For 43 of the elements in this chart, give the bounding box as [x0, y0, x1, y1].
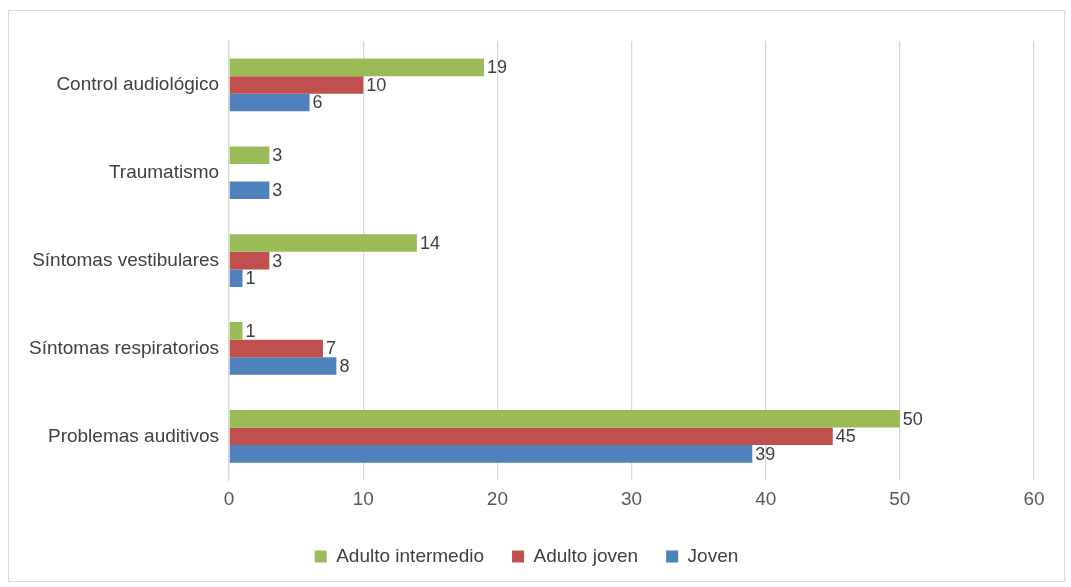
- data-label: 45: [835, 426, 856, 447]
- data-label: 1: [245, 268, 256, 289]
- bar: [229, 427, 833, 446]
- data-label: 14: [419, 233, 440, 253]
- legend-label: Adulto joven: [533, 544, 639, 566]
- bar: [229, 181, 270, 200]
- data-label: 8: [339, 355, 350, 376]
- legend-label: Adulto intermedio: [336, 544, 485, 566]
- bar: [229, 357, 337, 375]
- y-tick-label: Síntomas vestibulares: [32, 248, 220, 270]
- x-tick-label: 20: [486, 487, 508, 509]
- bar: [229, 76, 364, 94]
- legend-label: Joven: [687, 544, 739, 566]
- bar: [229, 58, 484, 77]
- bar: [229, 269, 243, 287]
- data-label: 1: [245, 320, 256, 341]
- x-tick-label: 40: [755, 487, 777, 509]
- data-label: 50: [902, 408, 923, 429]
- y-tick-label: Traumatismo: [108, 160, 220, 182]
- data-label: 19: [486, 57, 507, 78]
- y-tick-label: Síntomas respiratorios: [29, 336, 220, 358]
- data-label: 3: [272, 250, 283, 271]
- bar: [229, 251, 270, 270]
- x-tick-label: 30: [620, 487, 643, 509]
- x-tick-label: 10: [352, 487, 374, 509]
- data-label: 10: [366, 74, 387, 95]
- x-tick-label: 50: [889, 487, 911, 509]
- data-label: 39: [755, 443, 776, 464]
- y-tick-label: Problemas auditivos: [47, 424, 220, 446]
- data-label: 3: [272, 180, 283, 201]
- bar: [229, 146, 270, 164]
- bar: [229, 93, 310, 112]
- data-label: 7: [325, 338, 336, 359]
- bar: [229, 322, 243, 340]
- bar: [229, 409, 900, 428]
- data-label: 6: [312, 92, 323, 113]
- x-tick-label: 0: [223, 487, 235, 509]
- bar: [229, 339, 323, 358]
- y-tick-label: Control audiológico: [56, 73, 220, 95]
- bar: [229, 445, 753, 463]
- bar: [229, 234, 417, 252]
- x-tick-label: 60: [1023, 487, 1045, 509]
- data-label: 3: [272, 145, 283, 166]
